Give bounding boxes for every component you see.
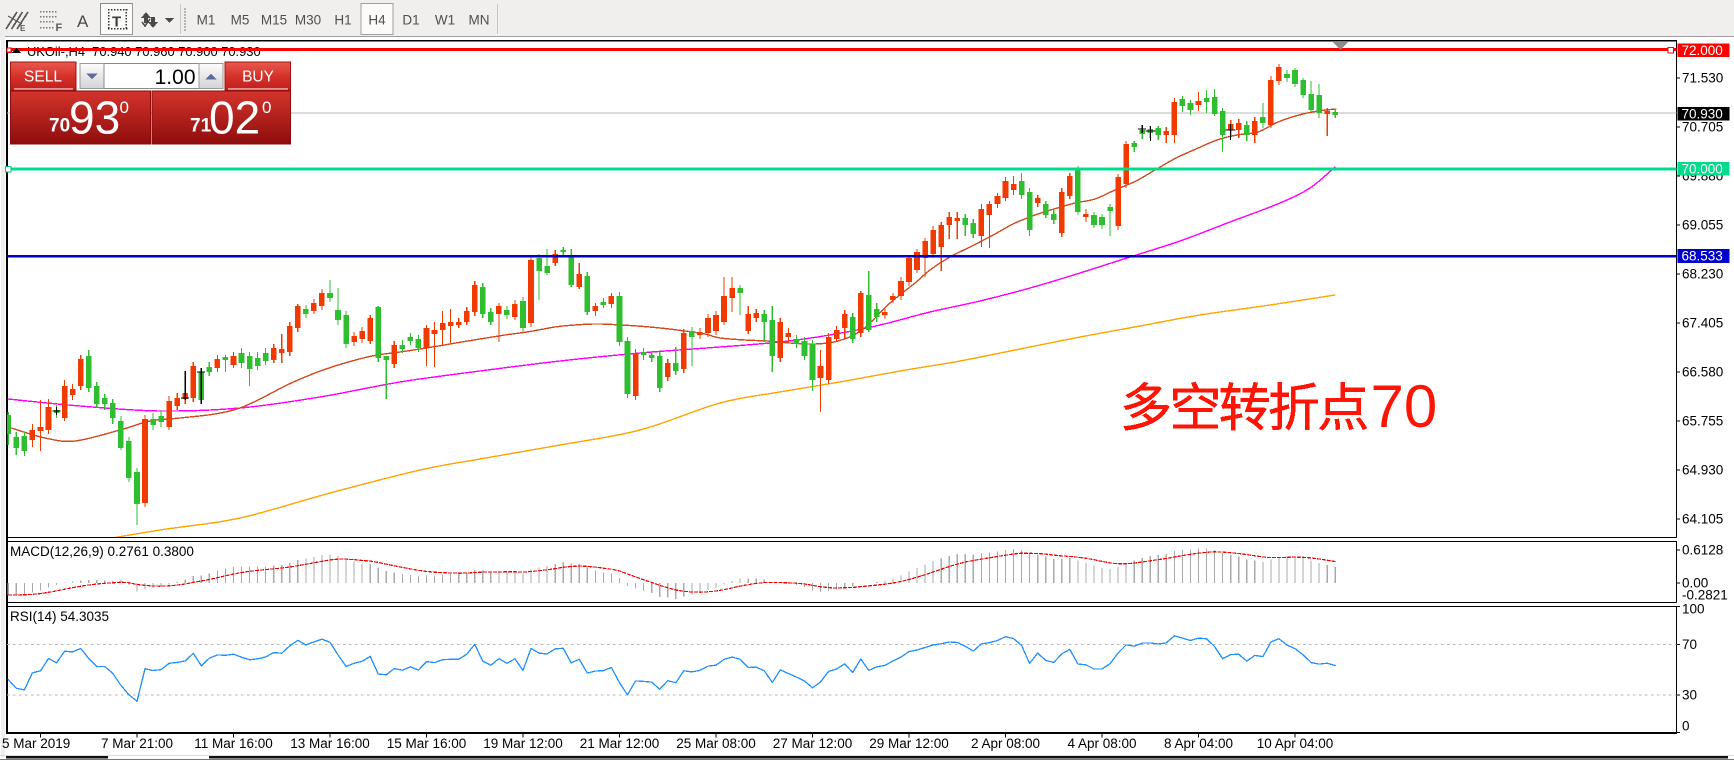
svg-text:30: 30 (1682, 687, 1697, 702)
svg-text:70: 70 (1371, 373, 1438, 440)
svg-text:A: A (77, 12, 89, 31)
svg-text:T: T (112, 14, 121, 31)
svg-text:67.405: 67.405 (1682, 316, 1723, 331)
svg-text:68.533: 68.533 (1682, 249, 1723, 264)
svg-text:64.105: 64.105 (1682, 512, 1723, 527)
svg-text:F: F (56, 22, 63, 34)
svg-text:100: 100 (1682, 602, 1705, 617)
svg-text:M30: M30 (295, 13, 321, 28)
svg-text:21 Mar 12:00: 21 Mar 12:00 (580, 736, 660, 751)
svg-text:0: 0 (262, 98, 271, 117)
svg-text:10 Apr 04:00: 10 Apr 04:00 (1257, 736, 1334, 751)
svg-text:0.6128: 0.6128 (1682, 543, 1723, 558)
svg-text:27 Mar 12:00: 27 Mar 12:00 (773, 736, 853, 751)
svg-text:M5: M5 (231, 13, 250, 28)
svg-text:E: E (20, 24, 26, 33)
svg-text:70: 70 (49, 116, 70, 137)
svg-text:70.000: 70.000 (1682, 162, 1723, 177)
svg-text:1.00: 1.00 (155, 66, 196, 89)
svg-text:72.000: 72.000 (1682, 43, 1723, 58)
svg-text:M15: M15 (261, 13, 287, 28)
svg-text:H1: H1 (334, 13, 351, 28)
svg-text:-0.2821: -0.2821 (1682, 588, 1728, 603)
svg-text:SELL: SELL (24, 69, 62, 86)
svg-text:29 Mar 12:00: 29 Mar 12:00 (869, 736, 949, 751)
svg-text:64.930: 64.930 (1682, 463, 1723, 478)
svg-text:69.055: 69.055 (1682, 218, 1723, 233)
svg-text:0.00: 0.00 (1682, 576, 1708, 591)
svg-text:4 Apr 08:00: 4 Apr 08:00 (1067, 736, 1136, 751)
svg-text:W1: W1 (435, 13, 455, 28)
svg-text:70.705: 70.705 (1682, 120, 1723, 135)
svg-text:25 Mar 08:00: 25 Mar 08:00 (676, 736, 756, 751)
svg-text:D1: D1 (402, 13, 419, 28)
svg-text:M1: M1 (197, 13, 216, 28)
svg-text:13 Mar 16:00: 13 Mar 16:00 (290, 736, 370, 751)
svg-text:BUY: BUY (242, 69, 274, 86)
svg-text:65.755: 65.755 (1682, 414, 1723, 429)
svg-text:11 Mar 16:00: 11 Mar 16:00 (194, 736, 273, 751)
svg-text:68.230: 68.230 (1682, 267, 1723, 282)
svg-text:02: 02 (209, 92, 260, 144)
svg-text:0: 0 (1682, 719, 1690, 734)
svg-text:RSI(14) 54.3035: RSI(14) 54.3035 (10, 609, 109, 624)
svg-text:H4: H4 (368, 13, 386, 28)
svg-text:70: 70 (1682, 637, 1697, 652)
svg-text:5 Mar 2019: 5 Mar 2019 (2, 736, 70, 751)
svg-text:UKOil-,H4 70.940 70.960 70.90: UKOil-,H4 70.940 70.960 70.900 70.930 (27, 44, 261, 59)
svg-text:66.580: 66.580 (1682, 365, 1723, 380)
svg-text:7 Mar 21:00: 7 Mar 21:00 (101, 736, 173, 751)
svg-text:93: 93 (69, 92, 120, 144)
svg-text:MN: MN (469, 13, 490, 28)
svg-text:8 Apr 04:00: 8 Apr 04:00 (1164, 736, 1233, 751)
svg-text:MACD(12,26,9) 0.2761 0.3800: MACD(12,26,9) 0.2761 0.3800 (10, 544, 194, 559)
svg-text:15 Mar 16:00: 15 Mar 16:00 (387, 736, 467, 751)
svg-text:70.930: 70.930 (1682, 106, 1723, 121)
svg-text:19 Mar 12:00: 19 Mar 12:00 (483, 736, 563, 751)
svg-text:71: 71 (190, 116, 212, 137)
svg-text:0: 0 (120, 98, 129, 117)
svg-text:2 Apr 08:00: 2 Apr 08:00 (971, 736, 1040, 751)
svg-text:71.530: 71.530 (1682, 71, 1723, 86)
